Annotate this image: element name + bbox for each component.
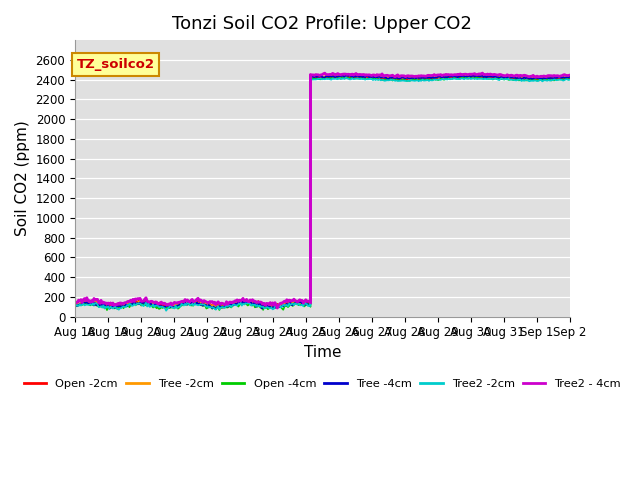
Tree -2cm [225, 302, 233, 308]
Open -4cm [425, 77, 433, 83]
Line: Tree2 -2cm: Tree2 -2cm [75, 78, 570, 311]
Open -4cm [103, 307, 111, 313]
Tree -2cm [128, 299, 136, 305]
Open -2cm [425, 75, 433, 81]
Open -4cm [566, 76, 573, 82]
Tree -4cm [426, 75, 434, 81]
Line: Tree -4cm: Tree -4cm [75, 75, 570, 309]
Title: Tonzi Soil CO2 Profile: Upper CO2: Tonzi Soil CO2 Profile: Upper CO2 [172, 15, 472, 33]
Tree2 -2cm [128, 303, 136, 309]
Tree -2cm [71, 300, 79, 306]
Tree -4cm [259, 302, 267, 308]
Tree2 -2cm [163, 308, 170, 313]
Tree2 - 4cm [128, 299, 136, 305]
Open -4cm [374, 77, 382, 83]
Open -4cm [129, 301, 137, 307]
Open -2cm [374, 76, 382, 82]
Open -2cm [226, 302, 234, 308]
Tree2 -2cm [424, 77, 431, 83]
Tree -4cm [71, 302, 79, 308]
Line: Open -4cm: Open -4cm [75, 77, 570, 310]
Tree -2cm [374, 73, 382, 79]
Line: Tree -2cm: Tree -2cm [75, 75, 570, 309]
Open -2cm [71, 301, 79, 307]
Tree2 -2cm [259, 304, 267, 310]
Open -2cm [454, 73, 461, 79]
Open -4cm [422, 77, 430, 83]
Open -2cm [106, 304, 113, 310]
Tree2 -2cm [566, 77, 573, 83]
Tree2 -2cm [71, 303, 79, 309]
Tree -4cm [212, 306, 220, 312]
Open -4cm [226, 303, 234, 309]
Tree -2cm [422, 74, 430, 80]
Tree -2cm [566, 74, 573, 80]
Tree -2cm [469, 72, 477, 78]
Line: Tree2 - 4cm: Tree2 - 4cm [75, 73, 570, 308]
Open -4cm [259, 307, 267, 313]
Tree2 -2cm [226, 302, 234, 308]
Tree2 - 4cm [425, 72, 433, 78]
Tree2 - 4cm [258, 300, 266, 306]
Open -4cm [71, 302, 79, 308]
Open -2cm [259, 301, 267, 307]
Tree2 - 4cm [273, 305, 281, 311]
Open -4cm [472, 74, 480, 80]
Tree -4cm [226, 301, 234, 307]
Tree2 - 4cm [71, 300, 79, 306]
Tree -4cm [566, 74, 573, 80]
X-axis label: Time: Time [303, 345, 341, 360]
Tree2 - 4cm [225, 300, 233, 306]
Text: TZ_soilco2: TZ_soilco2 [77, 58, 155, 71]
Y-axis label: Soil CO2 (ppm): Soil CO2 (ppm) [15, 120, 30, 236]
Tree2 - 4cm [422, 73, 430, 79]
Tree2 - 4cm [479, 70, 486, 76]
Tree -2cm [258, 301, 266, 307]
Tree -4cm [128, 302, 136, 308]
Tree -4cm [346, 72, 353, 78]
Tree -4cm [376, 74, 383, 80]
Tree2 -2cm [426, 77, 434, 83]
Tree -4cm [424, 75, 431, 81]
Tree2 -2cm [342, 75, 349, 81]
Tree2 - 4cm [374, 72, 382, 78]
Legend: Open -2cm, Tree -2cm, Open -4cm, Tree -4cm, Tree2 -2cm, Tree2 - 4cm: Open -2cm, Tree -2cm, Open -4cm, Tree -4… [19, 375, 626, 394]
Open -2cm [422, 76, 430, 82]
Open -2cm [129, 299, 137, 304]
Open -2cm [566, 76, 573, 82]
Line: Open -2cm: Open -2cm [75, 76, 570, 307]
Tree -2cm [425, 74, 433, 80]
Tree -2cm [269, 306, 276, 312]
Tree2 - 4cm [566, 72, 573, 78]
Tree2 -2cm [376, 76, 383, 82]
